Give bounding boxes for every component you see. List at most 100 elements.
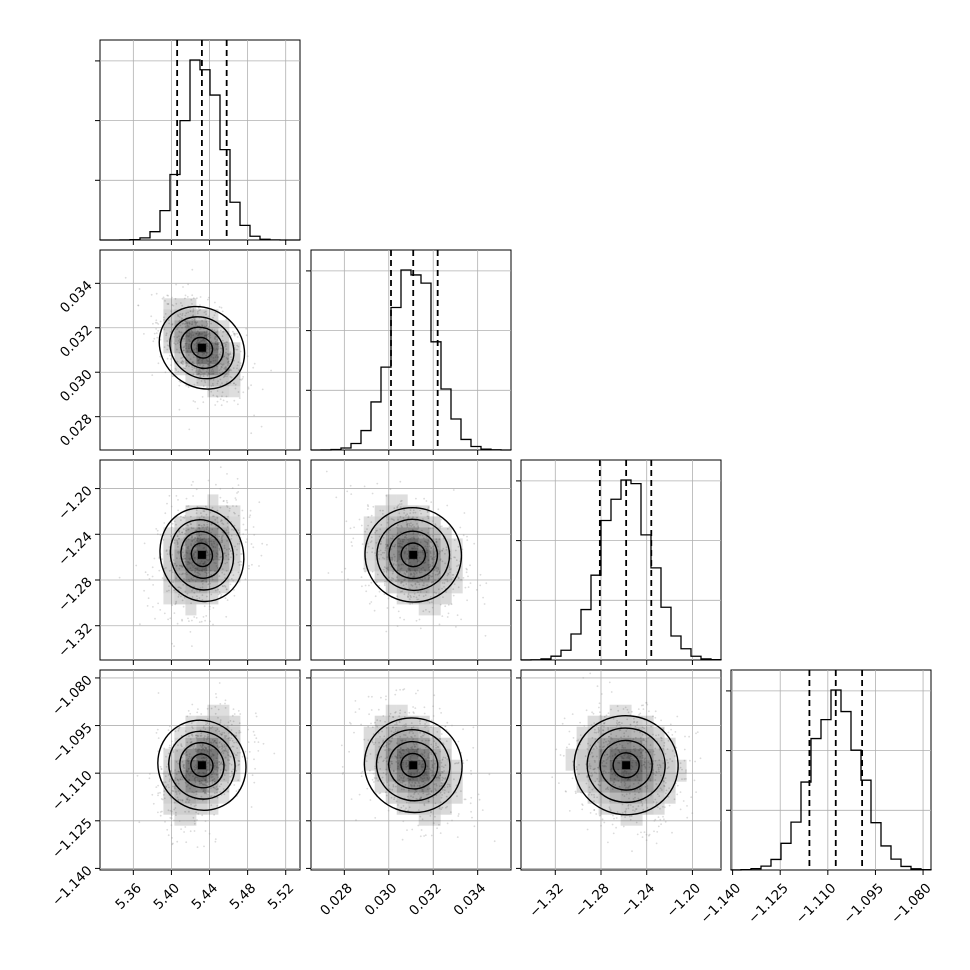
- scatter-point: [230, 369, 233, 372]
- scatter-point: [187, 545, 190, 548]
- scatter-point: [199, 308, 202, 311]
- scatter-point: [153, 337, 156, 340]
- scatter-point: [247, 741, 250, 743]
- scatter-point: [218, 549, 221, 551]
- density-cell: [396, 560, 408, 572]
- scatter-point: [173, 562, 175, 565]
- x-tick-label: −1.32: [526, 880, 567, 921]
- scatter-point: [219, 384, 222, 387]
- scatter-point: [350, 798, 353, 800]
- scatter-point: [696, 731, 699, 733]
- scatter-point: [203, 516, 205, 518]
- scatter-point: [212, 372, 215, 375]
- scatter-point: [226, 501, 229, 504]
- density-cell: [218, 737, 230, 749]
- scatter-point: [210, 322, 213, 325]
- scatter-point: [354, 711, 357, 713]
- scatter-point: [220, 366, 223, 368]
- density-cell: [218, 331, 230, 343]
- density-cell: [174, 353, 186, 365]
- scatter-point: [211, 576, 214, 579]
- scatter-point: [245, 327, 248, 330]
- scatter-point: [183, 349, 185, 352]
- density-cell: [218, 582, 230, 594]
- scatter-point: [187, 617, 189, 620]
- scatter-point: [185, 365, 188, 368]
- scatter-point: [237, 391, 240, 393]
- scatter-point: [177, 509, 180, 512]
- scatter-point: [200, 713, 203, 715]
- scatter-point: [237, 710, 240, 712]
- density-cell: [385, 549, 397, 561]
- scatter-point: [479, 584, 482, 587]
- density-cell: [418, 814, 430, 826]
- scatter-point: [204, 505, 207, 508]
- scatter-point: [191, 619, 193, 622]
- scatter-point: [418, 594, 421, 597]
- scatter-point: [175, 523, 177, 526]
- scatter-point: [193, 363, 195, 365]
- density-cell: [418, 505, 430, 517]
- scatter-point: [636, 833, 639, 836]
- scatter-point: [246, 757, 249, 760]
- scatter-point: [344, 567, 347, 570]
- density-cell: [218, 538, 230, 550]
- scatter-point: [186, 322, 189, 325]
- density-cell: [429, 604, 441, 616]
- contour-level-4: [159, 507, 245, 603]
- scatter-point: [247, 387, 250, 390]
- scatter-point: [178, 331, 181, 333]
- scatter-point: [195, 488, 198, 491]
- scatter-point: [223, 375, 226, 377]
- scatter-point: [452, 489, 455, 491]
- scatter-point: [180, 519, 182, 522]
- scatter-point: [250, 543, 253, 545]
- scatter-point: [228, 507, 231, 510]
- scatter-point: [355, 819, 357, 822]
- scatter-point: [159, 811, 162, 813]
- scatter-point: [225, 554, 228, 557]
- density-peak: [197, 550, 206, 559]
- scatter-point: [160, 768, 163, 771]
- density-cell: [396, 715, 408, 727]
- scatter-point: [157, 792, 160, 795]
- density-cell: [385, 781, 397, 793]
- scatter-point: [176, 328, 179, 331]
- scatter-point: [432, 715, 435, 717]
- density-cell: [664, 770, 676, 782]
- scatter-point: [671, 831, 673, 834]
- scatter-point: [192, 308, 195, 310]
- contour-level-2: [180, 530, 224, 579]
- scatter-point: [349, 484, 352, 487]
- scatter-point: [219, 703, 222, 705]
- scatter-point: [146, 573, 149, 576]
- density-cell: [418, 803, 430, 815]
- scatter-point: [248, 567, 250, 570]
- scatter-point: [408, 523, 411, 525]
- scatter-point: [410, 525, 413, 527]
- scatter-point: [261, 388, 264, 391]
- scatter-point: [206, 526, 209, 528]
- y-tick-label: 0.034: [57, 278, 96, 317]
- scatter-point: [192, 400, 195, 402]
- scatter-point: [191, 361, 194, 364]
- scatter-point: [244, 750, 247, 753]
- scatter-point: [219, 351, 222, 353]
- scatter-point: [179, 338, 181, 341]
- scatter-point: [414, 583, 417, 586]
- scatter-point: [378, 558, 380, 560]
- scatter-point: [192, 480, 194, 483]
- scatter-point: [166, 828, 169, 831]
- density-cell: [418, 538, 430, 550]
- density-cell: [429, 737, 441, 749]
- scatter-point: [404, 536, 406, 539]
- scatter-point: [412, 706, 414, 708]
- scatter-point: [270, 369, 272, 372]
- scatter-point: [437, 573, 440, 575]
- scatter-point: [219, 347, 222, 350]
- y-tick-label: −1.140: [49, 863, 96, 910]
- panel-2-2: [516, 459, 722, 665]
- scatter-point: [216, 390, 219, 392]
- scatter-point: [430, 581, 433, 584]
- scatter-point: [227, 553, 230, 556]
